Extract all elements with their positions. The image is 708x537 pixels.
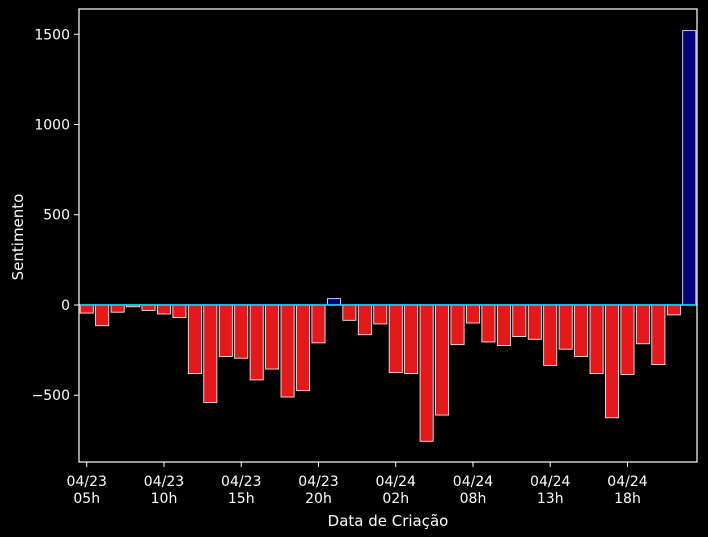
- bar-2: [110, 304, 125, 313]
- y-tick-label: 0: [61, 298, 70, 314]
- bar-24: [450, 304, 465, 346]
- y-tick-label: 1500: [34, 27, 70, 43]
- bar-1: [95, 304, 110, 327]
- bar-35: [620, 304, 635, 375]
- bar-28: [512, 304, 527, 337]
- x-tick-label-date: 04/23: [67, 474, 107, 490]
- bar-6: [172, 304, 187, 319]
- bar-39: [682, 30, 697, 306]
- bar-18: [357, 304, 372, 336]
- bar-29: [527, 304, 542, 340]
- y-tick-label: −500: [32, 388, 70, 404]
- x-axis-ticks: 04/2305h04/2310h04/2315h04/2320h04/2402h…: [67, 462, 648, 507]
- x-tick-label-hour: 08h: [460, 491, 487, 507]
- bar-16: [326, 298, 341, 306]
- bar-9: [218, 304, 233, 357]
- bar-25: [466, 304, 480, 324]
- x-tick-label-hour: 02h: [382, 491, 409, 507]
- x-tick-label-hour: 15h: [228, 491, 255, 507]
- x-tick-label-date: 04/23: [221, 474, 261, 490]
- x-tick-label-hour: 18h: [614, 491, 641, 507]
- x-tick-label-date: 04/24: [453, 474, 493, 490]
- bar-10: [234, 304, 249, 359]
- bar-32: [574, 304, 589, 357]
- bar-27: [496, 304, 511, 346]
- x-axis-label: Data de Criação: [328, 512, 449, 530]
- bar-20: [388, 304, 403, 374]
- bar-36: [635, 304, 650, 345]
- bar-0: [79, 304, 94, 314]
- x-tick-label-date: 04/24: [607, 474, 647, 490]
- bar-11: [249, 304, 264, 381]
- x-tick-label-date: 04/24: [376, 474, 416, 490]
- y-tick-label: 1000: [34, 118, 70, 134]
- bar-14: [296, 304, 310, 392]
- bar-31: [558, 304, 573, 350]
- bar-30: [543, 304, 558, 366]
- bar-37: [651, 304, 666, 365]
- plot-frame: [78, 8, 698, 463]
- x-tick-label-date: 04/23: [144, 474, 184, 490]
- bar-8: [203, 304, 218, 403]
- bar-38: [666, 304, 681, 316]
- y-axis-label: Sentimento: [9, 194, 27, 281]
- bar-19: [373, 304, 388, 325]
- bar-13: [280, 304, 295, 398]
- bar-12: [265, 304, 280, 370]
- x-tick-label-date: 04/24: [530, 474, 570, 490]
- y-axis-ticks: −500 0 500 1000 1500: [32, 27, 79, 404]
- bar-15: [311, 304, 326, 344]
- bar-7: [187, 304, 202, 374]
- x-tick-label-date: 04/23: [298, 474, 338, 490]
- bar-23: [435, 304, 450, 416]
- bar-4: [141, 304, 156, 311]
- bar-17: [342, 304, 357, 321]
- bar-22: [419, 304, 434, 442]
- bar-34: [605, 304, 619, 419]
- x-tick-label-hour: 05h: [73, 491, 100, 507]
- x-tick-label-hour: 20h: [305, 491, 332, 507]
- bar-5: [157, 304, 171, 315]
- y-tick-label: 500: [43, 208, 70, 224]
- x-tick-label-hour: 10h: [151, 491, 178, 507]
- bar-21: [404, 304, 419, 374]
- bar-33: [589, 304, 604, 374]
- x-tick-label-hour: 13h: [537, 491, 564, 507]
- bar-26: [481, 304, 496, 343]
